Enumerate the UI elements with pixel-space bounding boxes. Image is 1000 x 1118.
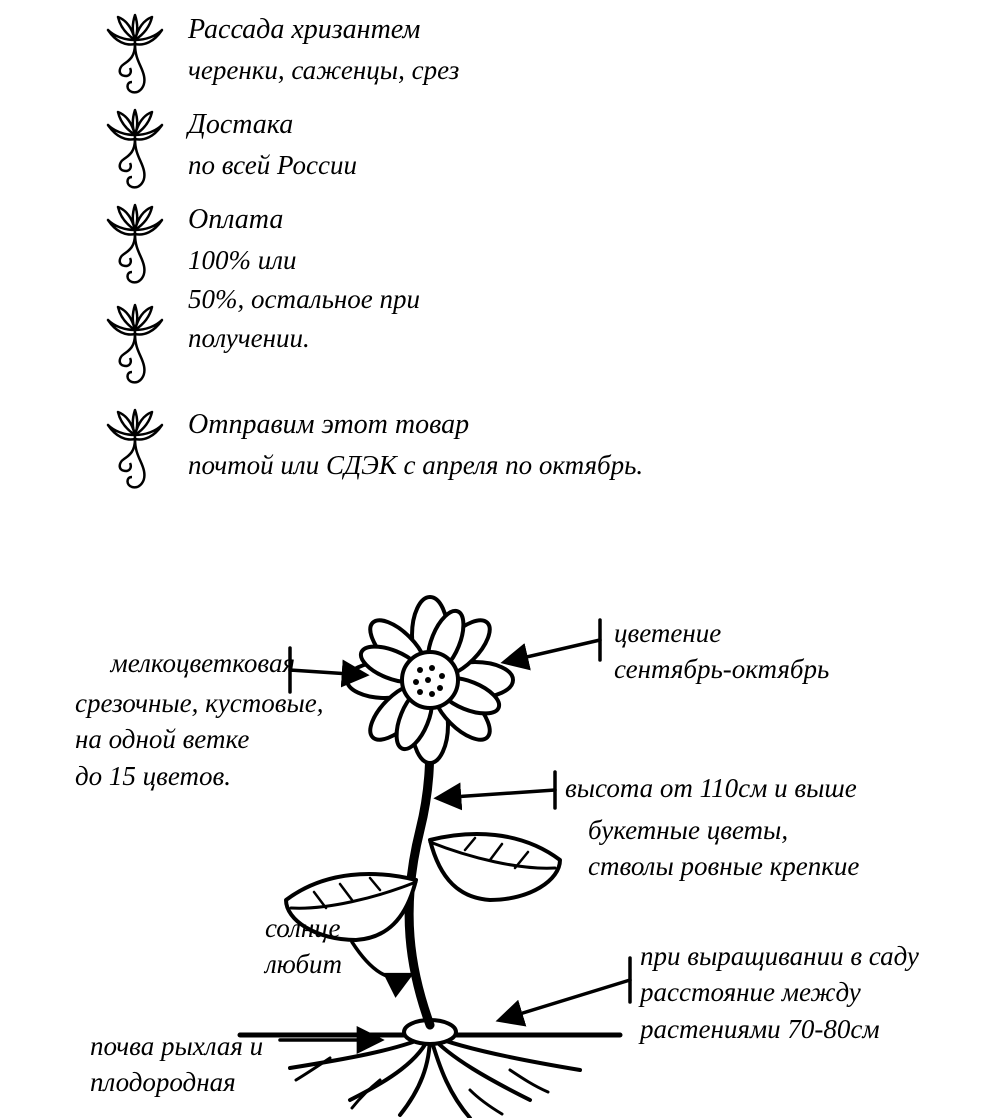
info-title: Оплата	[188, 200, 420, 241]
info-text-2: Достака по всей России	[170, 105, 357, 185]
label-title: солнце	[265, 910, 342, 946]
info-sub: черенки, саженцы, срез	[188, 51, 459, 90]
lotus-icon	[100, 405, 170, 495]
info-title: Отправим этот товар	[188, 405, 643, 446]
label-title: высота от 110см и выше	[565, 770, 857, 806]
lotus-icon	[100, 10, 170, 100]
label-body: плодородная	[90, 1064, 263, 1100]
info-text-4: Отправим этот товар почтой или СДЭК с ап…	[170, 405, 643, 485]
label-body: любит	[265, 946, 342, 982]
label-title: почва рыхлая и	[90, 1028, 263, 1064]
lotus-icon	[100, 105, 170, 195]
info-text-3: Оплата 100% или 50%, остальное при получ…	[170, 200, 420, 358]
label-title: мелкоцветковая	[95, 645, 295, 681]
label-bloom: цветение сентябрь-октябрь	[614, 615, 829, 688]
info-sub: 100% или 50%, остальное при получении.	[188, 241, 420, 358]
label-height: высота от 110см и выше	[565, 770, 857, 806]
lotus-icon	[100, 200, 170, 400]
info-row-1: Рассада хризантем черенки, саженцы, срез	[100, 10, 459, 100]
label-body: расстояние между растениями 70-80см	[640, 974, 919, 1047]
info-sub: почтой или СДЭК с апреля по октябрь.	[188, 446, 643, 485]
label-height-body: букетные цветы, стволы ровные крепкие	[588, 812, 859, 885]
label-title: цветение	[614, 615, 829, 651]
info-text-1: Рассада хризантем черенки, саженцы, срез	[170, 10, 459, 90]
info-title: Рассада хризантем	[188, 10, 459, 51]
info-sub: по всей России	[188, 146, 357, 185]
label-soil: почва рыхлая и плодородная	[90, 1028, 263, 1101]
info-row-3: Оплата 100% или 50%, остальное при получ…	[100, 200, 420, 400]
label-spacing: при выращивании в саду расстояние между …	[640, 938, 919, 1047]
label-flower-type: мелкоцветковая	[95, 645, 295, 681]
plant-diagram: мелкоцветковая срезочные, кустовые, на о…	[0, 580, 1000, 1118]
label-sun: солнце любит	[265, 910, 342, 983]
page: Рассада хризантем черенки, саженцы, срез…	[0, 0, 1000, 1118]
info-row-2: Достака по всей России	[100, 105, 357, 195]
label-body: сентябрь-октябрь	[614, 651, 829, 687]
info-title: Достака	[188, 105, 357, 146]
info-row-4: Отправим этот товар почтой или СДЭК с ап…	[100, 405, 643, 495]
label-title: при выращивании в саду	[640, 938, 919, 974]
label-flower-type-body: срезочные, кустовые, на одной ветке до 1…	[75, 685, 355, 794]
